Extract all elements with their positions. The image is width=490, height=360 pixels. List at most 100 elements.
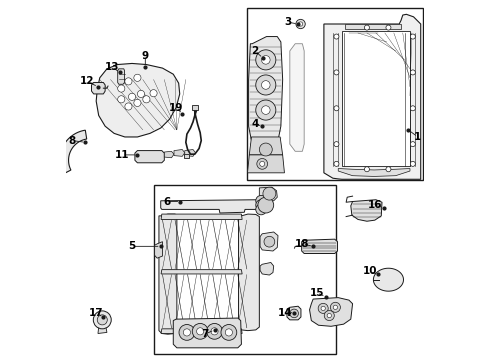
Polygon shape [260,262,274,275]
Polygon shape [324,14,421,179]
Circle shape [298,22,303,26]
Polygon shape [161,200,261,213]
Polygon shape [60,130,87,174]
Circle shape [260,161,265,166]
Circle shape [410,141,416,147]
Polygon shape [185,149,196,156]
Bar [153,185,337,354]
Circle shape [263,187,276,200]
Circle shape [324,311,334,320]
Circle shape [179,324,195,340]
Circle shape [97,315,107,325]
Circle shape [262,55,270,64]
Circle shape [134,74,141,81]
Polygon shape [248,37,283,151]
Polygon shape [302,239,338,253]
Circle shape [118,85,125,92]
Circle shape [262,81,270,89]
Circle shape [256,204,267,215]
Circle shape [93,311,111,329]
Circle shape [256,75,276,95]
Circle shape [221,324,237,340]
Text: 3: 3 [284,17,292,27]
Polygon shape [342,31,410,166]
Circle shape [334,106,339,111]
Text: 8: 8 [69,136,76,145]
Circle shape [134,99,141,107]
Circle shape [258,197,274,213]
Polygon shape [351,200,382,221]
Polygon shape [287,306,301,320]
Polygon shape [164,151,174,158]
Polygon shape [96,63,180,137]
Circle shape [183,329,191,336]
Polygon shape [155,242,163,258]
Text: 14: 14 [278,308,293,318]
Bar [247,8,422,180]
Circle shape [225,329,232,336]
Polygon shape [239,214,259,330]
Circle shape [256,200,267,211]
Circle shape [334,141,339,147]
Polygon shape [173,318,242,348]
Circle shape [125,78,132,85]
Polygon shape [249,137,283,155]
Polygon shape [345,24,401,29]
Circle shape [125,103,132,110]
Polygon shape [310,298,353,326]
Circle shape [137,90,145,98]
Text: 15: 15 [310,288,324,298]
Text: 2: 2 [251,46,259,56]
Circle shape [211,328,218,335]
Circle shape [410,161,416,166]
Polygon shape [161,214,242,220]
Polygon shape [118,69,124,84]
Circle shape [196,328,204,335]
Polygon shape [92,82,105,94]
Polygon shape [135,150,164,163]
Circle shape [257,158,268,169]
Circle shape [327,314,331,318]
Circle shape [118,96,125,103]
Circle shape [256,195,267,206]
Polygon shape [192,105,197,110]
Circle shape [410,70,416,75]
Circle shape [386,167,391,172]
Circle shape [128,93,136,100]
Circle shape [365,167,369,172]
Text: 4: 4 [251,120,259,129]
Polygon shape [290,44,304,151]
Polygon shape [247,155,285,173]
Circle shape [410,106,416,111]
Circle shape [256,100,276,120]
Text: 16: 16 [368,200,382,210]
Text: 12: 12 [80,76,95,86]
Polygon shape [338,168,410,176]
Circle shape [290,309,298,318]
Text: 1: 1 [414,132,421,142]
Polygon shape [259,187,277,201]
Circle shape [256,50,276,70]
Text: 9: 9 [142,51,149,61]
Circle shape [318,303,328,314]
Circle shape [386,25,391,30]
Circle shape [321,306,325,311]
Circle shape [207,323,222,339]
Text: 6: 6 [163,197,171,207]
Text: 18: 18 [295,239,310,249]
Circle shape [410,34,416,39]
Polygon shape [98,327,107,333]
Polygon shape [184,154,190,158]
Circle shape [330,302,341,312]
Circle shape [192,323,208,339]
Polygon shape [161,329,242,333]
Circle shape [334,161,339,166]
Circle shape [334,70,339,75]
Polygon shape [159,214,177,334]
Text: 19: 19 [169,103,183,113]
Text: 11: 11 [115,150,130,160]
Text: 13: 13 [104,62,119,72]
Text: 17: 17 [89,308,103,318]
Circle shape [296,19,305,29]
Polygon shape [373,268,403,291]
